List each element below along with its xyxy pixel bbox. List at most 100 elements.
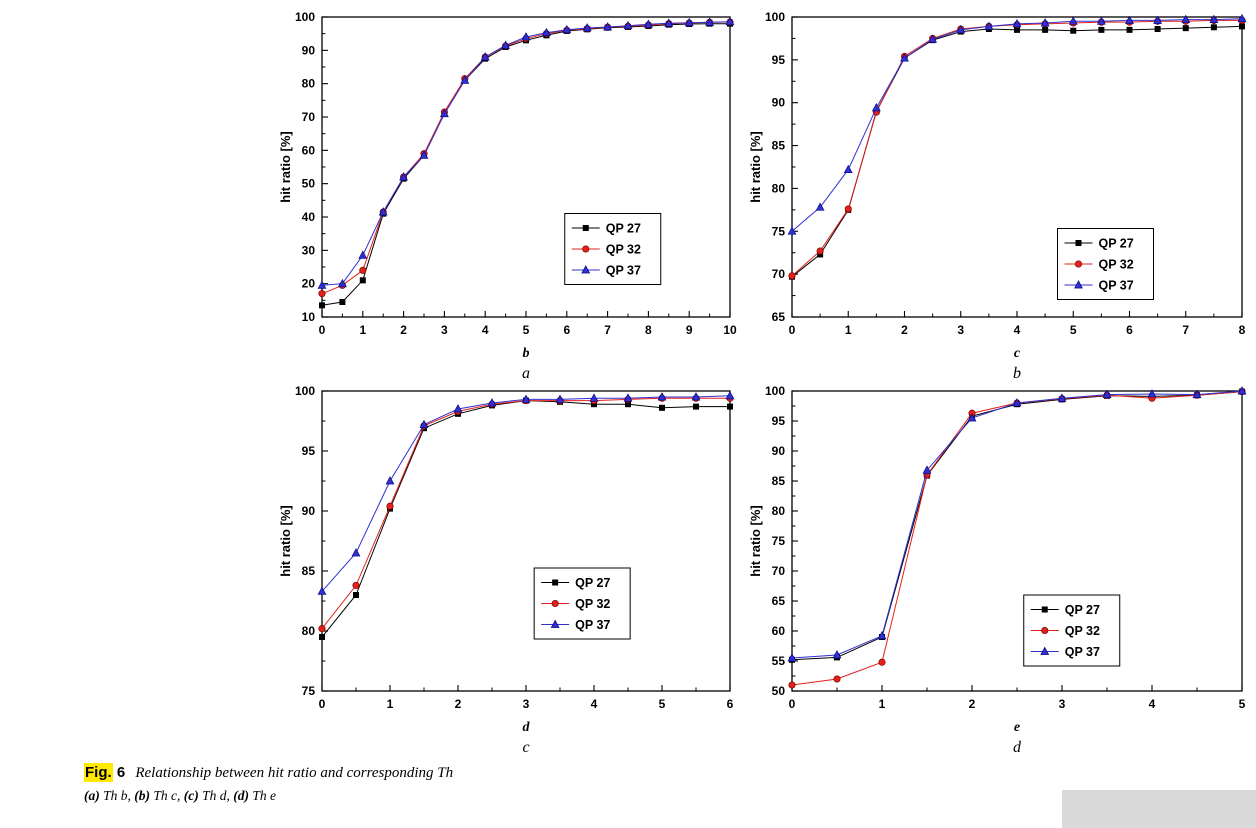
svg-text:2: 2: [901, 323, 908, 337]
svg-text:7: 7: [1182, 323, 1189, 337]
svg-text:2: 2: [400, 323, 407, 337]
svg-text:3: 3: [523, 697, 530, 711]
svg-text:d: d: [523, 720, 531, 735]
svg-text:QP 37: QP 37: [1099, 279, 1134, 293]
svg-text:QP 37: QP 37: [1065, 645, 1100, 659]
svg-text:b: b: [1013, 365, 1021, 380]
svg-text:80: 80: [302, 77, 316, 91]
svg-text:65: 65: [772, 594, 786, 608]
svg-text:90: 90: [772, 444, 786, 458]
svg-text:e: e: [1014, 720, 1020, 735]
svg-text:1: 1: [387, 697, 394, 711]
svg-text:20: 20: [302, 277, 316, 291]
figure-number: 6: [116, 764, 126, 781]
svg-text:hit ratio [%]: hit ratio [%]: [278, 131, 293, 203]
svg-text:85: 85: [772, 474, 786, 488]
caption-line-2: (a) Th b, (b) Th c, (c) Th d, (d) Th e: [84, 788, 724, 804]
caption-line-1: Fig. 6 Relationship between hit ratio an…: [84, 763, 724, 782]
svg-text:QP 27: QP 27: [1065, 603, 1100, 617]
svg-text:90: 90: [302, 43, 316, 57]
svg-text:10: 10: [302, 310, 316, 324]
svg-text:7: 7: [604, 323, 611, 337]
chart-b-canvas: 0 1 2 3 4 5 6 7 8 65 70 75 80 85 90 95 100 hit ratio [%] c…: [748, 10, 1247, 380]
svg-text:60: 60: [302, 143, 316, 157]
svg-text:c: c: [522, 739, 529, 754]
svg-text:100: 100: [295, 10, 315, 24]
svg-text:QP 37: QP 37: [606, 264, 641, 278]
svg-text:4: 4: [1014, 323, 1021, 337]
caption-part-a-label: (a): [84, 788, 100, 803]
figure-label: Fig.: [84, 763, 113, 782]
svg-text:70: 70: [302, 110, 316, 124]
svg-text:80: 80: [772, 504, 786, 518]
svg-text:100: 100: [765, 384, 785, 398]
svg-text:55: 55: [772, 654, 786, 668]
svg-text:4: 4: [1149, 697, 1156, 711]
svg-text:95: 95: [772, 414, 786, 428]
chart-c: 0 1 2 3 4 5 6 75 80 85 90 95 100 hit ratio [%] d c QP 27…: [276, 380, 738, 754]
svg-text:6: 6: [727, 697, 734, 711]
svg-text:8: 8: [1239, 323, 1246, 337]
svg-text:5: 5: [1239, 697, 1246, 711]
svg-text:QP 27: QP 27: [606, 222, 641, 236]
svg-text:2: 2: [455, 697, 462, 711]
svg-text:1: 1: [879, 697, 886, 711]
svg-text:50: 50: [302, 177, 316, 191]
chart-d: 0 1 2 3 4 5 50 55 60 65 70 75 80 85 90 95 100 hit ratio […: [746, 380, 1250, 754]
chart-a: 0 1 2 3 4 5 6 7 8 9 10 10 20 30 40 50 60 70 80 90 100 hit rat…: [276, 6, 738, 380]
svg-text:70: 70: [772, 564, 786, 578]
svg-text:95: 95: [302, 444, 316, 458]
svg-text:1: 1: [845, 323, 852, 337]
caption-part-a-text: Th b,: [99, 788, 135, 803]
svg-text:0: 0: [319, 323, 326, 337]
svg-text:5: 5: [523, 323, 530, 337]
svg-text:40: 40: [302, 210, 316, 224]
svg-text:85: 85: [302, 564, 316, 578]
svg-text:80: 80: [772, 181, 786, 195]
chart-c-canvas: 0 1 2 3 4 5 6 75 80 85 90 95 100 hit ratio [%] dc QP 27…: [278, 384, 735, 754]
svg-text:70: 70: [772, 267, 786, 281]
svg-text:QP 32: QP 32: [1099, 258, 1134, 272]
caption-part-b-label: (b): [134, 788, 151, 803]
svg-text:QP 32: QP 32: [606, 243, 641, 257]
caption-part-d-label: (d): [233, 788, 250, 803]
svg-text:75: 75: [772, 534, 786, 548]
caption-title: Relationship between hit ratio and corre…: [135, 765, 454, 781]
svg-text:a: a: [522, 365, 530, 380]
svg-text:4: 4: [591, 697, 598, 711]
svg-text:10: 10: [723, 323, 737, 337]
svg-text:6: 6: [563, 323, 570, 337]
svg-text:75: 75: [772, 224, 786, 238]
svg-text:8: 8: [645, 323, 652, 337]
svg-text:hit ratio [%]: hit ratio [%]: [748, 505, 763, 577]
svg-text:50: 50: [772, 684, 786, 698]
svg-text:3: 3: [1059, 697, 1066, 711]
svg-text:QP 27: QP 27: [1099, 237, 1134, 251]
svg-text:80: 80: [302, 624, 316, 638]
caption-part-d-text: Th e: [249, 788, 277, 803]
chart-b: 0 1 2 3 4 5 6 7 8 65 70 75 80 85 90 95 100 hit ratio [%] c…: [746, 6, 1250, 380]
svg-text:100: 100: [295, 384, 315, 398]
svg-text:5: 5: [659, 697, 666, 711]
caption-part-b-text: Th c,: [150, 788, 184, 803]
svg-text:85: 85: [772, 139, 786, 153]
svg-text:QP 32: QP 32: [1065, 624, 1100, 638]
figure-caption: Fig. 6 Relationship between hit ratio an…: [84, 763, 724, 804]
svg-text:QP 37: QP 37: [575, 618, 610, 632]
svg-text:65: 65: [772, 310, 786, 324]
svg-text:100: 100: [765, 10, 785, 24]
gray-box: [1062, 790, 1256, 828]
svg-text:hit ratio [%]: hit ratio [%]: [278, 505, 293, 577]
svg-text:4: 4: [482, 323, 489, 337]
svg-text:5: 5: [1070, 323, 1077, 337]
svg-text:90: 90: [772, 96, 786, 110]
svg-text:1: 1: [359, 323, 366, 337]
svg-text:0: 0: [319, 697, 326, 711]
svg-text:2: 2: [969, 697, 976, 711]
svg-text:30: 30: [302, 243, 316, 257]
svg-text:90: 90: [302, 504, 316, 518]
svg-text:c: c: [1014, 346, 1021, 361]
svg-text:3: 3: [957, 323, 964, 337]
